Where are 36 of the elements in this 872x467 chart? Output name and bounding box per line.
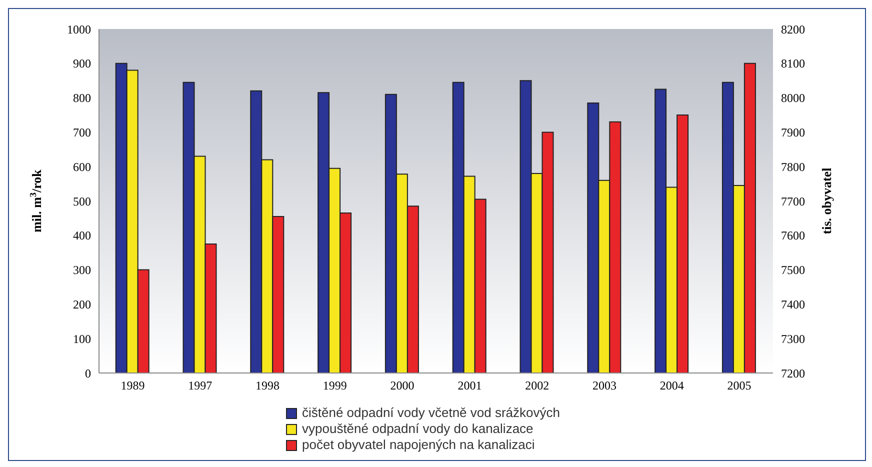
y2-tick-label: 7700 — [781, 194, 805, 208]
y-tick-label: 200 — [73, 297, 91, 312]
y-tick-label: 800 — [73, 91, 91, 106]
y2-axis-title: tis. obyvatel — [819, 167, 834, 234]
x-tick-label: 2005 — [727, 378, 752, 393]
y2-tick-label: 7300 — [781, 332, 805, 346]
y-tick-label: 700 — [73, 125, 91, 140]
x-tick-label: 1989 — [120, 378, 145, 393]
y2-tick-label: 7400 — [781, 297, 805, 312]
x-tick-label: 2001 — [458, 378, 482, 393]
legend-label: čištěné odpadní vody včetně vod srážkových — [302, 405, 560, 421]
y-tick-label: 300 — [73, 263, 91, 278]
x-tick-label: 2004 — [660, 378, 684, 393]
y2-tick-label: 8100 — [781, 56, 805, 71]
y-tick-label: 100 — [73, 332, 91, 346]
y-tick-label: 900 — [73, 56, 91, 71]
y2-tick-label: 7600 — [781, 228, 805, 243]
y-tick-label: 0 — [85, 366, 91, 380]
y-tick-label: 1000 — [67, 22, 91, 36]
y2-tick-label: 7500 — [781, 263, 805, 278]
x-tick-label: 1999 — [322, 378, 347, 393]
y2-tick-label: 7200 — [781, 366, 805, 380]
x-tick-label: 1997 — [188, 378, 212, 393]
x-tick-label: 2000 — [390, 378, 414, 393]
y2-tick-label: 8000 — [781, 91, 805, 106]
x-tick-label: 1998 — [256, 378, 280, 393]
legend-label: vypouštěné odpadní vody do kanalizace — [302, 421, 534, 437]
y2-tick-label: 7900 — [781, 125, 805, 140]
y-tick-label: 500 — [73, 194, 91, 208]
y2-tick-label: 8200 — [781, 22, 805, 36]
x-tick-label: 2003 — [592, 378, 616, 393]
x-tick-label: 2002 — [525, 378, 550, 393]
y2-tick-label: 7800 — [781, 160, 805, 174]
legend-label: počet obyvatel napojených na kanalizaci — [302, 437, 535, 453]
y-tick-label: 600 — [73, 160, 91, 174]
y-tick-label: 400 — [73, 228, 91, 243]
